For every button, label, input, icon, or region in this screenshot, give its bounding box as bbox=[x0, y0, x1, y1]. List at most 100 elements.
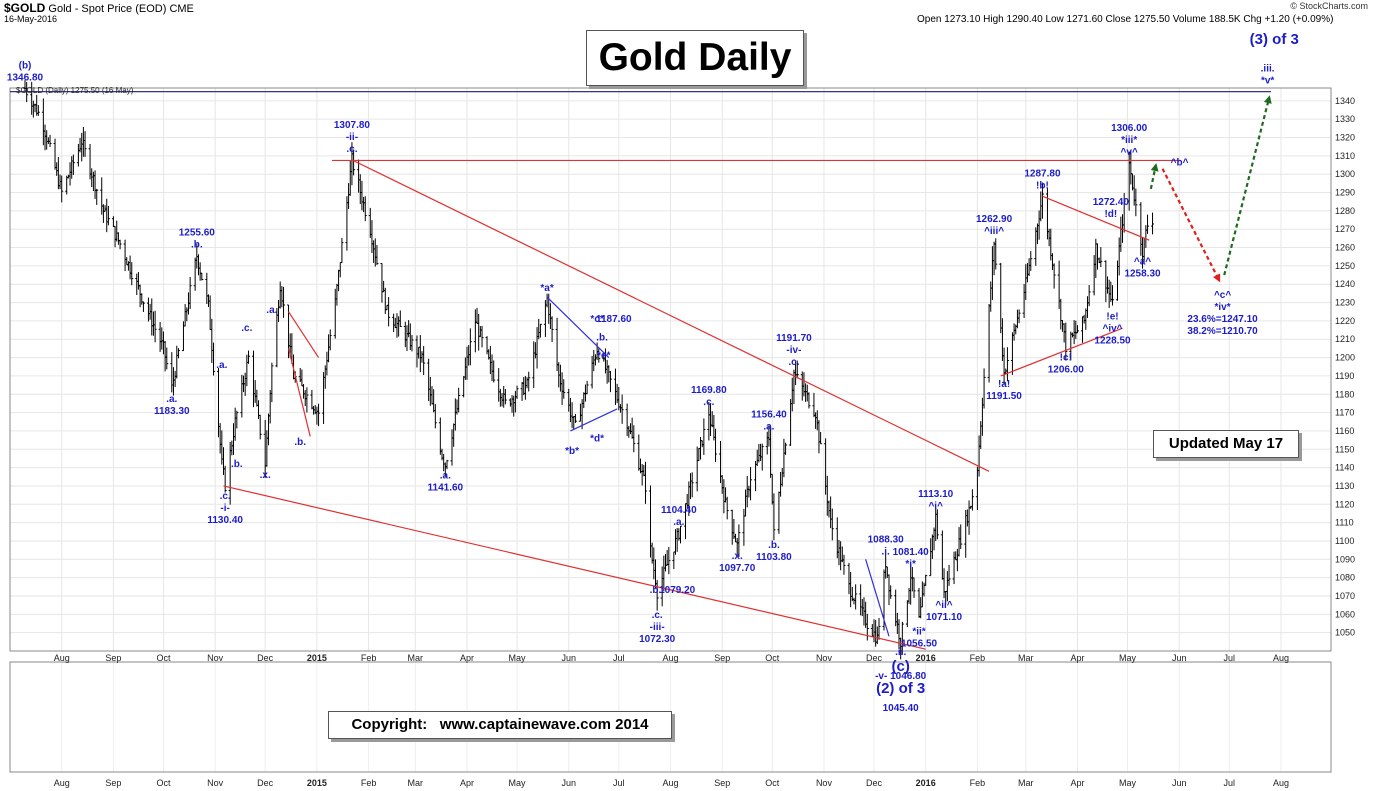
x-tick-label: Aug bbox=[54, 653, 70, 663]
x-tick-label-lower: Nov bbox=[207, 778, 224, 788]
x-tick-label: Apr bbox=[1070, 653, 1084, 663]
wave-label: 1228.50 bbox=[1094, 335, 1131, 346]
wave-label: 1141.60 bbox=[428, 483, 464, 494]
y-tick-label: 1210 bbox=[1335, 334, 1355, 344]
wave-label: 1156.40 bbox=[751, 410, 787, 421]
x-tick-label: Sep bbox=[105, 653, 121, 663]
wave-label: -v- 1046.80 bbox=[875, 671, 927, 682]
copyright-box: Copyright: www.captainewave.com 2014 bbox=[328, 711, 672, 739]
x-tick-label: Mar bbox=[408, 653, 424, 663]
y-tick-label: 1050 bbox=[1335, 628, 1355, 638]
wave-label: !a! bbox=[998, 379, 1010, 390]
trendline bbox=[570, 408, 618, 432]
wave-label: ^b^ bbox=[1171, 157, 1189, 168]
wave-label: .a. bbox=[266, 305, 277, 316]
x-tick-label: 2015 bbox=[307, 653, 327, 663]
wave-label: ^c^ bbox=[1214, 290, 1231, 301]
x-tick-label-lower: May bbox=[509, 778, 527, 788]
y-tick-label: 1250 bbox=[1335, 261, 1355, 271]
x-tick-label-lower: Oct bbox=[156, 778, 171, 788]
wave-label: 1113.10 bbox=[918, 489, 953, 500]
x-tick-label: 2016 bbox=[916, 653, 936, 663]
x-tick-label: Jun bbox=[1172, 653, 1187, 663]
wave-label: 38.2%=1210.70 bbox=[1187, 326, 1258, 337]
wave-label: 1191.70 bbox=[776, 333, 812, 344]
wave-label: 1071.10 bbox=[926, 612, 963, 623]
trendline bbox=[1042, 195, 1150, 241]
wave-label: 1104.40 bbox=[661, 505, 697, 516]
wave-label: 1081.40 bbox=[893, 547, 930, 558]
x-tick-label: Aug bbox=[662, 653, 678, 663]
x-tick-label-lower: Aug bbox=[662, 778, 678, 788]
wave-label: .a. bbox=[440, 471, 451, 482]
wave-label: 1307.80 bbox=[334, 120, 371, 131]
y-tick-label: 1100 bbox=[1335, 536, 1354, 546]
x-axis-ticks: Aug Aug Sep Sep Oct Oct Nov Nov Dec Dec 2015 2015 Fe… bbox=[54, 653, 1289, 788]
x-tick-label: Jul bbox=[1223, 653, 1235, 663]
x-tick-label-lower: Mar bbox=[408, 778, 424, 788]
ohlc-summary: Open 1273.10 High 1290.40 Low 1271.60 Cl… bbox=[917, 14, 1334, 25]
wave-label: 1056.50 bbox=[901, 639, 938, 650]
x-tick-label: Jul bbox=[613, 653, 625, 663]
y-tick-label: 1240 bbox=[1335, 279, 1355, 289]
ticker-exchange: CME bbox=[169, 3, 194, 15]
wave-label: .c. bbox=[703, 397, 714, 408]
wave-label: 1206.00 bbox=[1048, 365, 1085, 376]
wave-label: .c. bbox=[346, 144, 357, 155]
wave-label: -iv- bbox=[786, 345, 801, 356]
x-tick-label-lower: Dec bbox=[866, 778, 883, 788]
wave-label: !e! bbox=[1106, 311, 1118, 322]
wave-label: 23.6%=1247.10 bbox=[1187, 314, 1258, 325]
volume-panel bbox=[9, 661, 1332, 773]
x-tick-label: Jun bbox=[561, 653, 576, 663]
wave-label: ^a^ bbox=[1134, 257, 1151, 268]
x-tick-label-lower: Feb bbox=[361, 778, 377, 788]
wave-label: .b. bbox=[768, 540, 780, 551]
wave-label: 1306.00 bbox=[1111, 123, 1148, 134]
x-tick-label: Aug bbox=[1273, 653, 1289, 663]
trendline bbox=[1000, 327, 1123, 377]
degree-label: (3) of 3 bbox=[1250, 31, 1299, 48]
trendline bbox=[546, 296, 610, 359]
x-tick-label: Nov bbox=[207, 653, 224, 663]
y-axis-ticks: 1050 1060 1070 1080 1090 1100 1110 1120 1130 1140… bbox=[1335, 96, 1355, 638]
y-tick-label: 1160 bbox=[1335, 426, 1354, 436]
y-tick-label: 1290 bbox=[1335, 188, 1355, 198]
wave-label: 1072.30 bbox=[639, 634, 676, 645]
x-tick-label: May bbox=[1119, 653, 1137, 663]
wave-label: .b. bbox=[231, 459, 243, 470]
projection-arrow bbox=[1149, 163, 1159, 190]
wave-label: .c. bbox=[241, 323, 252, 334]
x-tick-label-lower: Sep bbox=[714, 778, 730, 788]
y-tick-label: 1220 bbox=[1335, 316, 1355, 326]
wave-label: .c. bbox=[220, 491, 231, 502]
wave-label: .a. bbox=[216, 360, 227, 371]
trendlines bbox=[10, 91, 1271, 650]
y-tick-label: 1080 bbox=[1335, 573, 1355, 583]
y-tick-label: 1110 bbox=[1335, 518, 1354, 528]
trendline bbox=[865, 559, 890, 637]
degree-label: (c) bbox=[892, 658, 910, 675]
wave-label: .i. bbox=[881, 546, 890, 557]
wave-label: .x. bbox=[260, 470, 271, 481]
x-tick-label-lower: Jun bbox=[561, 778, 576, 788]
wave-label: .a. bbox=[673, 517, 684, 528]
x-tick-label: Mar bbox=[1018, 653, 1034, 663]
x-tick-label-lower: 2016 bbox=[916, 778, 936, 788]
wave-label: ^i^ bbox=[928, 501, 943, 512]
wave-label: -i- bbox=[220, 503, 229, 514]
wave-label: *i* bbox=[905, 559, 916, 570]
projection-arrow bbox=[1223, 95, 1272, 276]
source-credit: © StockCharts.com bbox=[1290, 1, 1368, 11]
trendline bbox=[351, 159, 990, 472]
x-tick-label-lower: Apr bbox=[460, 778, 474, 788]
ticker-symbol: $GOLD bbox=[4, 1, 46, 15]
x-tick-label: Dec bbox=[866, 653, 883, 663]
x-tick-label-lower: Jul bbox=[613, 778, 625, 788]
chart-header-ticker: $GOLD Gold - Spot Price (EOD) CME bbox=[4, 1, 194, 15]
y-tick-label: 1090 bbox=[1335, 554, 1355, 564]
y-tick-label: 1120 bbox=[1335, 499, 1354, 509]
wave-label: !d! bbox=[1104, 209, 1117, 220]
wave-label: *v* bbox=[1261, 76, 1274, 87]
x-tick-label: Apr bbox=[460, 653, 474, 663]
